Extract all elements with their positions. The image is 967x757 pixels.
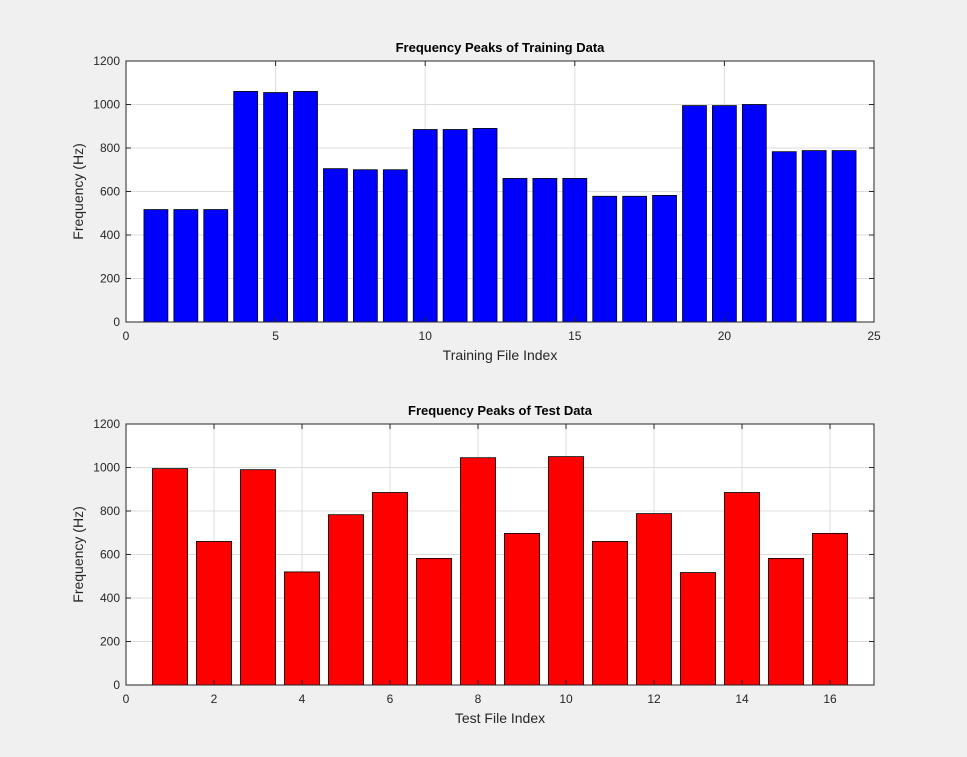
bar — [442, 129, 468, 323]
bar — [562, 178, 588, 323]
x-tick-label: 0 — [123, 329, 130, 343]
x-tick-label: 12 — [647, 692, 661, 706]
y-tick-label: 200 — [100, 272, 120, 286]
bar — [592, 195, 618, 323]
bar — [503, 533, 540, 686]
x-axis-label: Training File Index — [443, 347, 558, 363]
bar — [622, 195, 648, 323]
training-data-plot: 0 5 10 15 20 25 0 200 400 600 800 1000 1200 Frequency… — [70, 40, 881, 363]
bar — [323, 168, 348, 323]
bar — [502, 178, 528, 323]
bar — [636, 513, 673, 686]
bar — [233, 91, 259, 323]
bar — [327, 514, 364, 686]
x-tick-label: 0 — [123, 692, 130, 706]
x-tick-label: 8 — [475, 692, 482, 706]
bar — [741, 104, 767, 323]
x-tick-label: 4 — [299, 692, 306, 706]
y-tick-label: 600 — [100, 185, 120, 199]
x-tick-label: 10 — [419, 329, 433, 343]
bar — [412, 129, 438, 323]
bar — [801, 150, 827, 323]
bar — [263, 92, 288, 323]
bar — [371, 492, 408, 686]
bar — [712, 105, 737, 323]
y-axis-label: Frequency (Hz) — [70, 143, 86, 239]
bar — [151, 468, 188, 686]
bar — [768, 558, 805, 686]
y-tick-label: 0 — [113, 678, 120, 692]
y-tick-label: 1200 — [93, 417, 120, 431]
bar — [680, 572, 717, 686]
bar — [195, 541, 232, 686]
bar — [459, 457, 496, 686]
y-tick-label: 1000 — [93, 461, 120, 475]
y-tick-label: 800 — [100, 141, 120, 155]
y-axis-label: Frequency (Hz) — [70, 506, 86, 602]
y-tick-label: 1200 — [93, 54, 120, 68]
x-tick-label: 2 — [211, 692, 218, 706]
bar — [143, 209, 169, 323]
bar — [239, 469, 276, 686]
bar — [724, 492, 761, 686]
bar — [382, 169, 408, 323]
bar — [682, 105, 707, 323]
y-tick-label: 400 — [100, 591, 120, 605]
bar — [352, 169, 378, 323]
bar — [173, 209, 199, 323]
chart-title: Frequency Peaks of Training Data — [396, 40, 606, 55]
bar — [831, 150, 857, 323]
x-tick-label: 14 — [735, 692, 749, 706]
test-data-plot: 0 2 4 6 8 10 12 14 16 0 200 400 600 800 1000 1200 Freque… — [70, 403, 875, 726]
chart-title: Frequency Peaks of Test Data — [408, 403, 593, 418]
y-tick-label: 0 — [113, 315, 120, 329]
bar — [283, 571, 320, 686]
bar — [472, 128, 498, 323]
bar — [203, 209, 229, 323]
y-tick-label: 400 — [100, 228, 120, 242]
x-tick-label: 16 — [823, 692, 837, 706]
x-tick-label: 20 — [718, 329, 732, 343]
bar — [771, 151, 797, 323]
bar — [812, 533, 849, 686]
x-tick-label: 25 — [867, 329, 881, 343]
bar — [293, 91, 318, 323]
x-tick-label: 5 — [272, 329, 279, 343]
y-tick-label: 1000 — [93, 98, 120, 112]
y-tick-label: 800 — [100, 504, 120, 518]
x-tick-label: 6 — [387, 692, 394, 706]
bar — [532, 178, 558, 323]
bar — [592, 541, 629, 686]
x-tick-label: 10 — [559, 692, 573, 706]
y-tick-label: 600 — [100, 548, 120, 562]
x-tick-label: 15 — [568, 329, 582, 343]
x-axis-label: Test File Index — [455, 710, 545, 726]
bar — [415, 558, 452, 686]
bar — [548, 456, 585, 686]
bar — [652, 195, 677, 323]
y-tick-label: 200 — [100, 635, 120, 649]
